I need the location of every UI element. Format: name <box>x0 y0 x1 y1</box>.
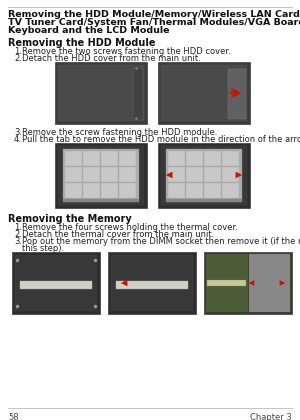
FancyBboxPatch shape <box>55 143 147 208</box>
Text: Remove the two screws fastening the HDD cover.: Remove the two screws fastening the HDD … <box>22 47 231 56</box>
FancyBboxPatch shape <box>204 183 221 198</box>
FancyBboxPatch shape <box>204 151 221 166</box>
FancyBboxPatch shape <box>158 143 250 208</box>
FancyBboxPatch shape <box>249 254 290 312</box>
FancyBboxPatch shape <box>119 151 136 166</box>
Text: Chapter 3: Chapter 3 <box>250 413 292 420</box>
FancyBboxPatch shape <box>65 183 82 198</box>
Text: 58: 58 <box>8 413 19 420</box>
FancyBboxPatch shape <box>119 183 136 198</box>
Text: Removing the Memory: Removing the Memory <box>8 214 132 224</box>
FancyBboxPatch shape <box>63 149 139 202</box>
Text: Removing the HDD Module: Removing the HDD Module <box>8 38 155 48</box>
Text: 3.: 3. <box>14 237 22 246</box>
FancyBboxPatch shape <box>133 68 143 120</box>
FancyBboxPatch shape <box>58 65 144 121</box>
FancyBboxPatch shape <box>161 146 247 205</box>
FancyBboxPatch shape <box>228 69 246 119</box>
Text: 4.: 4. <box>14 135 22 144</box>
FancyBboxPatch shape <box>83 151 100 166</box>
FancyBboxPatch shape <box>222 183 239 198</box>
FancyBboxPatch shape <box>168 167 185 182</box>
Text: 1.: 1. <box>14 223 22 232</box>
FancyBboxPatch shape <box>108 252 196 314</box>
Text: 3.: 3. <box>14 128 22 137</box>
FancyBboxPatch shape <box>15 255 97 311</box>
FancyBboxPatch shape <box>101 183 118 198</box>
FancyBboxPatch shape <box>63 199 139 202</box>
Text: 1.: 1. <box>14 47 22 56</box>
FancyBboxPatch shape <box>58 146 144 205</box>
FancyBboxPatch shape <box>65 167 82 182</box>
Text: Removing the HDD Module/Memory/Wireless LAN Card/Modem Card/: Removing the HDD Module/Memory/Wireless … <box>8 10 300 19</box>
Text: 2.: 2. <box>14 230 22 239</box>
FancyBboxPatch shape <box>83 183 100 198</box>
FancyBboxPatch shape <box>222 167 239 182</box>
Text: this step).: this step). <box>22 244 64 253</box>
FancyBboxPatch shape <box>168 183 185 198</box>
FancyBboxPatch shape <box>204 252 292 314</box>
FancyBboxPatch shape <box>65 151 82 166</box>
Text: TV Tuner Card/System Fan/Thermal Modules/VGA Board/CPU/: TV Tuner Card/System Fan/Thermal Modules… <box>8 18 300 27</box>
Text: 2.: 2. <box>14 54 22 63</box>
FancyBboxPatch shape <box>186 167 203 182</box>
FancyBboxPatch shape <box>206 254 248 312</box>
Text: Detach the thermal cover from the main unit.: Detach the thermal cover from the main u… <box>22 230 214 239</box>
FancyBboxPatch shape <box>166 199 242 202</box>
FancyBboxPatch shape <box>158 62 250 124</box>
FancyBboxPatch shape <box>111 255 193 311</box>
Text: Remove the four screws holding the thermal cover.: Remove the four screws holding the therm… <box>22 223 238 232</box>
FancyBboxPatch shape <box>222 151 239 166</box>
FancyBboxPatch shape <box>20 281 92 289</box>
FancyBboxPatch shape <box>116 281 188 289</box>
FancyBboxPatch shape <box>119 167 136 182</box>
Text: Remove the screw fastening the HDD module.: Remove the screw fastening the HDD modul… <box>22 128 218 137</box>
FancyBboxPatch shape <box>55 62 147 124</box>
FancyBboxPatch shape <box>12 252 100 314</box>
FancyBboxPatch shape <box>161 65 247 121</box>
FancyBboxPatch shape <box>101 151 118 166</box>
FancyBboxPatch shape <box>207 280 246 286</box>
FancyBboxPatch shape <box>204 167 221 182</box>
FancyBboxPatch shape <box>186 151 203 166</box>
Text: Pop out the memory from the DIMM socket then remove it (if the notebook has two : Pop out the memory from the DIMM socket … <box>22 237 300 246</box>
FancyBboxPatch shape <box>166 149 242 202</box>
FancyBboxPatch shape <box>101 167 118 182</box>
Text: Keyboard and the LCD Module: Keyboard and the LCD Module <box>8 26 169 35</box>
Text: Detach the HDD cover from the main unit.: Detach the HDD cover from the main unit. <box>22 54 201 63</box>
FancyBboxPatch shape <box>83 167 100 182</box>
FancyBboxPatch shape <box>186 183 203 198</box>
FancyBboxPatch shape <box>168 151 185 166</box>
Text: Pull the tab to remove the HDD module in the direction of the arrow.: Pull the tab to remove the HDD module in… <box>22 135 300 144</box>
